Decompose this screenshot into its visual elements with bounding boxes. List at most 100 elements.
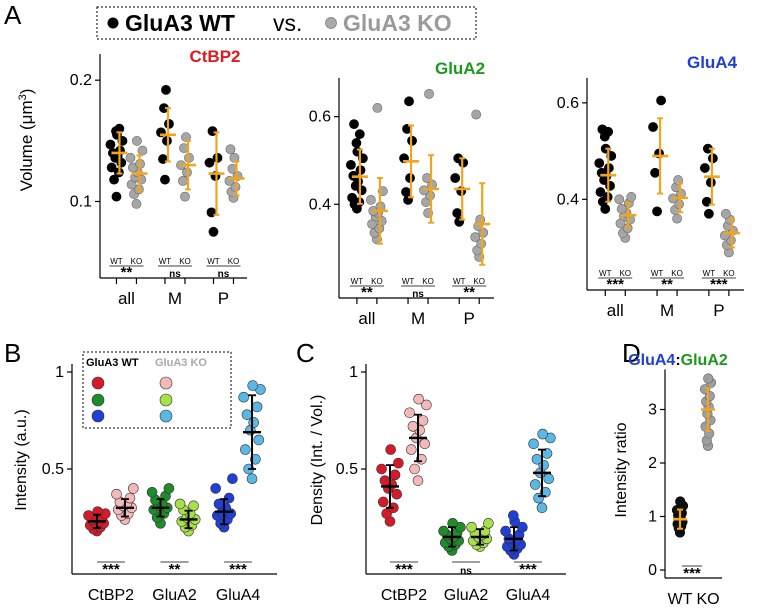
panel-b-point-glua4-wt <box>213 498 225 510</box>
top-legend-box <box>96 6 477 40</box>
panel-a-point-ko <box>470 232 481 243</box>
panel-c-point-ctbp2-wt <box>389 469 401 481</box>
panel-a-sig-label: ns <box>169 269 181 280</box>
panel-a-sig-label: *** <box>710 276 728 293</box>
panel-a-ytick-label: 0.4 <box>309 196 331 213</box>
panel-b-ytick-label: 1 <box>55 364 64 381</box>
panel-a-point-wt <box>105 139 116 150</box>
panel-d-ytick-label: 0 <box>648 562 657 579</box>
panel-b-point-glua4-ko <box>251 401 263 413</box>
panel-c-point-glua2-wt <box>438 525 449 537</box>
panel-d-sig-label: *** <box>683 565 701 582</box>
panel-a-wt-label: WT <box>703 269 716 278</box>
panel-d-category-wt: WT <box>668 591 693 608</box>
panel-a-wt-label: WT <box>351 277 364 286</box>
panel-a-point-wt <box>207 126 218 137</box>
panel-c-point-ctbp2-ko <box>413 393 424 405</box>
panel-a-ko-label: KO <box>131 257 143 266</box>
panel-c-sig-label: *** <box>519 561 537 578</box>
panel-c-point-glua4-ko <box>543 473 555 485</box>
panel-a-point-wt <box>452 208 463 218</box>
panel-a-group-label-p: P <box>218 289 229 308</box>
panel-a-ytick-label: 0.6 <box>309 109 331 126</box>
legend-wt-dot <box>107 17 119 29</box>
panel-a-ytick-label: 0.4 <box>557 191 579 208</box>
panel-a-ytick-label: 0.2 <box>70 72 92 89</box>
legend-glua2-ko-dot <box>159 393 173 407</box>
panel-b-category-glua2: GluA2 <box>152 587 197 604</box>
panel-d-ytick-label: 3 <box>648 402 657 419</box>
panel-a-wt-label: WT <box>453 277 466 286</box>
panel-a-point-wt <box>161 84 171 95</box>
panel-d-title: GluA4:GluA2 <box>628 352 728 369</box>
panel-b-point-glua4-wt <box>223 492 235 504</box>
panel-b-point-glua4-ko <box>246 473 258 485</box>
panel-b-point-ctbp2-ko <box>128 483 139 494</box>
panel-d: Intensity ratio 0 1 2 3 WT KO *** <box>613 369 722 608</box>
panel-a-wt-label: WT <box>110 257 123 266</box>
panel-a-point-wt <box>595 187 606 197</box>
panel-d-ytick-label: 1 <box>648 509 657 526</box>
panel-b-point-glua4-ko <box>247 380 259 391</box>
panel-a-point-wt <box>656 95 666 106</box>
panel-b-legend-ko: GluA3 KO <box>155 357 207 369</box>
panel-c-category-glua2: GluA2 <box>444 587 489 604</box>
panel-b-point-glua2-wt <box>146 486 158 498</box>
legend-glua2-wt-dot <box>91 393 105 407</box>
panel-a-point-wt <box>160 174 170 185</box>
panel-a-group-label-m: M <box>411 309 425 328</box>
panel-c-sig-label: *** <box>395 561 413 578</box>
panel-d-point-wt <box>675 496 686 507</box>
panel-a-point-ko <box>471 109 482 120</box>
panel-a-point-wt <box>594 158 605 169</box>
panel-b-point-ctbp2-ko <box>111 488 122 500</box>
panel-label-d: D <box>622 338 641 368</box>
panel-b-point-ctbp2-wt <box>83 510 94 521</box>
panel-label-b: B <box>4 338 21 368</box>
panel-b-category-glua4: GluA4 <box>216 587 261 604</box>
panel-a-wt-label: WT <box>599 269 612 278</box>
panel-a-point-wt <box>109 174 119 185</box>
panel-a-group-label-p: P <box>713 301 724 320</box>
panel-c-point-ctbp2-ko <box>412 475 424 486</box>
panel-a-point-wt <box>450 173 461 183</box>
panel-a-point-wt <box>347 192 357 203</box>
panel-c-point-glua2-ko <box>466 521 477 533</box>
panel-b-point-glua4-ko <box>253 434 265 446</box>
panel-a-point-ko <box>180 191 190 202</box>
panel-b-ytick-label: 0.5 <box>42 461 64 478</box>
panel-a-group-label-m: M <box>660 301 674 320</box>
panel-a-point-wt <box>111 191 122 202</box>
panel-c-category-glua4: GluA4 <box>506 587 551 604</box>
panel-a-title-glua2: GluA2 <box>435 59 485 78</box>
legend-ctbp2-ko-dot <box>159 376 173 390</box>
panel-a-point-ko <box>225 144 236 155</box>
panel-c-point-glua4-ko <box>536 502 548 514</box>
panel-a-point-ko <box>672 213 682 224</box>
panel-a-wt-label: WT <box>402 277 415 286</box>
panel-c-point-glua4-ko <box>528 438 539 450</box>
panel-a-wt-label: WT <box>207 257 220 266</box>
panel-a-point-ko <box>178 175 188 186</box>
panel-a-ko-label: KO <box>473 277 485 286</box>
panel-b-point-glua2-ko <box>174 498 186 510</box>
panel-label-a: A <box>4 0 22 30</box>
panel-c-point-ctbp2-wt <box>393 457 404 469</box>
panel-c-point-ctbp2-ko <box>404 407 415 419</box>
panel-b-sig-label: *** <box>102 561 120 578</box>
panel-a-ko-label: KO <box>179 257 191 266</box>
panel-c-point-glua4-ko <box>531 453 543 465</box>
panel-a-point-wt <box>650 167 660 178</box>
panel-c-category-ctbp2: CtBP2 <box>381 587 427 604</box>
panel-b-category-ctbp2: CtBP2 <box>88 587 134 604</box>
panel-a-point-wt <box>204 157 215 168</box>
panel-a-point-wt <box>404 96 414 107</box>
panel-a-point-wt <box>349 119 359 130</box>
panel-a-point-ko <box>626 192 637 202</box>
panel-a-sig-label: ** <box>361 284 373 301</box>
panel-a-point-ko <box>125 152 136 163</box>
